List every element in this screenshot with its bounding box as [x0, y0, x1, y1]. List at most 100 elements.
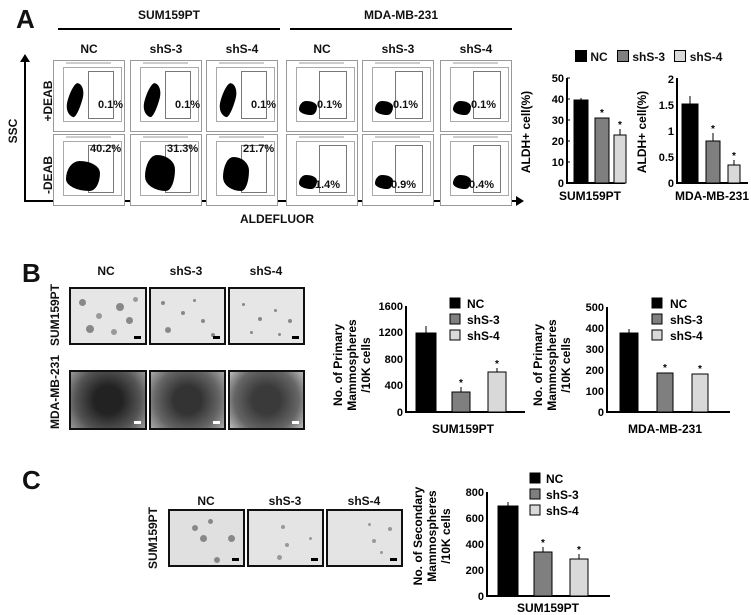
svg-text:shS-3: shS-3	[546, 488, 579, 502]
svg-text:20: 20	[552, 136, 564, 148]
facs-percent: 21.7%	[243, 143, 275, 155]
scale-bar	[213, 421, 220, 424]
micrograph-c-shs4	[326, 509, 403, 567]
svg-text:shS-4: shS-4	[670, 329, 703, 343]
svg-text:No. of Primary: No. of Primary	[531, 324, 545, 406]
y-axis-label-line1: No. of Primary	[331, 324, 345, 406]
svg-text:NC: NC	[467, 297, 485, 311]
svg-text:shS-3: shS-3	[670, 313, 703, 327]
micrograph-b-mdamb231-shs3	[149, 370, 226, 430]
svg-text:400: 400	[586, 323, 604, 335]
x-axis-label: SUM159PT	[517, 601, 580, 614]
scale-bar	[292, 336, 299, 339]
micrograph-b-sum159pt-nc	[69, 287, 147, 345]
svg-text:600: 600	[466, 513, 484, 525]
svg-text:/10K cells: /10K cells	[559, 337, 573, 393]
facs-percent: 0.1%	[393, 99, 419, 111]
condition-header: shS-3	[169, 264, 203, 278]
svg-text:*: *	[600, 108, 604, 119]
facs-plot-mdamb231-shs3-plus-deab: 0.1%	[362, 60, 434, 132]
facs-percent: 0.9%	[391, 179, 417, 191]
condition-header: shS-3	[149, 42, 183, 56]
y-axis-label-line2: Mammospheres	[345, 319, 359, 411]
row-label-sum159pt: SUM159PT	[146, 506, 160, 570]
legend-label: NC	[590, 50, 608, 64]
header-underline-mdamb231	[290, 28, 512, 30]
chart-b-sum159pt: No. of Primary Mammospheres /10K cells 0…	[331, 297, 525, 436]
y-axis-label-line3: /10K cells	[359, 337, 373, 393]
legend-panel-b1: NC shS-3 shS-4	[449, 297, 500, 343]
header-underline-sum159pt	[58, 28, 280, 30]
legend-panel-b2: NC shS-3 shS-4	[651, 297, 703, 343]
aldefluor-axis-label: ALDEFLUOR	[240, 212, 314, 226]
micrograph-c-nc	[168, 509, 245, 567]
panel-c-letter: C	[22, 465, 41, 495]
ssc-arrowhead-icon	[20, 54, 30, 62]
svg-text:0.5: 0.5	[659, 152, 674, 164]
svg-text:shS-4: shS-4	[546, 504, 579, 518]
legend-panel-c: NC shS-3 shS-4	[529, 472, 579, 518]
y-axis-label: ALDH+ cell(%)	[635, 91, 649, 173]
x-axis-label: MDA-MB-231	[675, 189, 749, 200]
svg-text:No. of Secondary: No. of Secondary	[411, 486, 425, 585]
facs-plot-mdamb231-shs4-plus-deab: 0.1%	[440, 60, 512, 132]
legend-swatch-shs4	[674, 50, 687, 62]
row-label-sum159pt: SUM159PT	[48, 283, 62, 347]
micrograph-b-sum159pt-shs4	[228, 287, 305, 345]
svg-text:200: 200	[466, 565, 484, 577]
panel-b-letter: B	[22, 258, 41, 288]
micrograph-b-mdamb231-shs4	[228, 370, 305, 430]
panel-a-letter: A	[16, 4, 35, 34]
svg-text:500: 500	[586, 302, 604, 314]
facs-plot-sum159pt-shs4-minus-deab: 21.7%	[206, 134, 278, 206]
svg-text:*: *	[618, 120, 622, 131]
svg-text:NC: NC	[670, 297, 688, 311]
x-axis-label: SUM159PT	[432, 422, 495, 436]
condition-header: shS-3	[268, 494, 302, 508]
svg-text:1200: 1200	[379, 327, 403, 339]
svg-text:30: 30	[552, 115, 564, 127]
svg-text:*: *	[577, 545, 581, 556]
svg-text:*: *	[698, 364, 702, 375]
x-axis-label: SUM159PT	[559, 189, 622, 200]
scale-bar	[311, 558, 318, 561]
ssc-axis-label: SSC	[6, 118, 20, 144]
condition-header: shS-4	[347, 494, 381, 508]
svg-text:200: 200	[586, 365, 604, 377]
scale-bar	[134, 336, 141, 339]
facs-plot-mdamb231-nc-plus-deab: 0.1%	[286, 60, 358, 132]
aldefluor-arrowhead-icon	[516, 196, 524, 206]
svg-text:300: 300	[586, 344, 604, 356]
facs-percent: 31.3%	[167, 143, 199, 155]
svg-text:shS-4: shS-4	[467, 329, 500, 343]
svg-text:2: 2	[668, 74, 674, 86]
chart-c-sum159pt: No. of Secondary Mammospheres /10K cells…	[411, 472, 610, 614]
facs-percent: 0.1%	[317, 99, 343, 111]
micrograph-c-shs3	[247, 509, 324, 567]
svg-text:1: 1	[668, 126, 674, 138]
legend-swatch-shs3	[617, 50, 630, 62]
chart-b-mdamb231: No. of Primary Mammospheres /10K cells 0…	[531, 297, 730, 436]
svg-text:1.5: 1.5	[659, 100, 674, 112]
facs-percent: 0.1%	[251, 99, 277, 111]
svg-text:40: 40	[552, 94, 564, 106]
chart-a-mdamb231: ALDH+ cell(%) 0 0.5 1 1.5 2 * * MDA-MB-231	[635, 74, 749, 200]
scale-bar	[292, 421, 299, 424]
facs-plot-mdamb231-nc-minus-deab: 1.4%	[286, 134, 358, 206]
facs-plot-sum159pt-nc-minus-deab: 40.2%	[53, 134, 125, 206]
svg-text:shS-3: shS-3	[467, 313, 500, 327]
svg-text:1600: 1600	[379, 301, 403, 313]
cell-line-header-mdamb231: MDA-MB-231	[363, 8, 438, 22]
legend-label: shS-3	[632, 50, 666, 64]
svg-text:100: 100	[586, 386, 604, 398]
svg-text:800: 800	[466, 487, 484, 499]
facs-percent: 0.1%	[471, 99, 497, 111]
x-axis-label: MDA-MB-231	[628, 422, 702, 436]
svg-text:800: 800	[385, 354, 403, 366]
svg-text:Mammospheres: Mammospheres	[425, 490, 439, 582]
svg-text:*: *	[663, 363, 667, 374]
facs-plot-sum159pt-nc-plus-deab: 0.1%	[53, 60, 125, 132]
svg-text:*: *	[711, 124, 715, 135]
facs-plot-sum159pt-shs3-plus-deab: 0.1%	[130, 60, 202, 132]
scale-bar	[390, 558, 397, 561]
